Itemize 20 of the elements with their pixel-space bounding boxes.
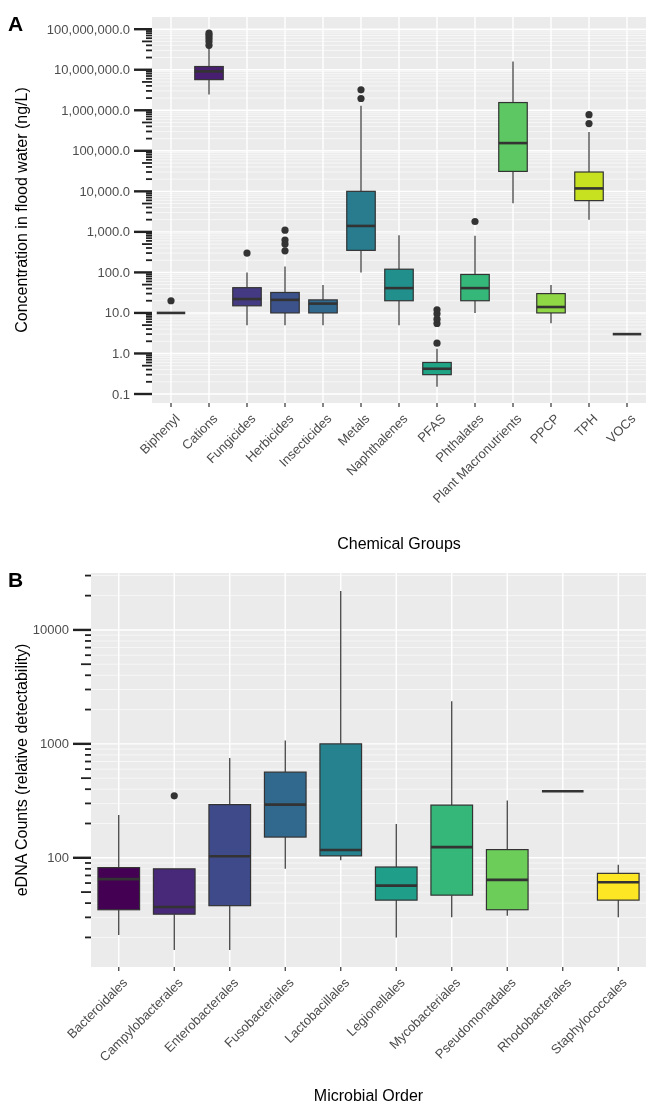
y-axis-title: eDNA Counts (relative detectability) [13,643,30,897]
x-tick-label: TPH [571,410,601,440]
y-tick-label: 100.0 [97,264,130,280]
y-tick-label: 100 [47,850,69,866]
y-tick-label: 1,000,000.0 [61,102,130,118]
y-tick-label: 1.0 [111,346,130,362]
y-axis-title: Concentration in flood water (ng/L) [13,87,30,333]
y-tick-label: 10000 [32,622,69,638]
y-tick-label: 1,000.0 [86,224,130,240]
y-tick-label: 100,000.0 [72,143,130,159]
x-axis-title: Microbial Order [313,1087,424,1104]
chart-title: B [8,568,24,591]
y-tick-label: 10.0 [104,305,130,321]
y-tick-label: 1000 [40,736,69,752]
y-tick-label: 10,000.0 [79,183,130,199]
x-axis-title: Chemical Groups [337,535,461,552]
y-tick-label: 0.1 [111,386,130,402]
chart-title: A [8,12,24,35]
y-tick-label: 100,000,000.0 [46,21,130,37]
y-tick-label: 10,000,000.0 [54,62,130,78]
